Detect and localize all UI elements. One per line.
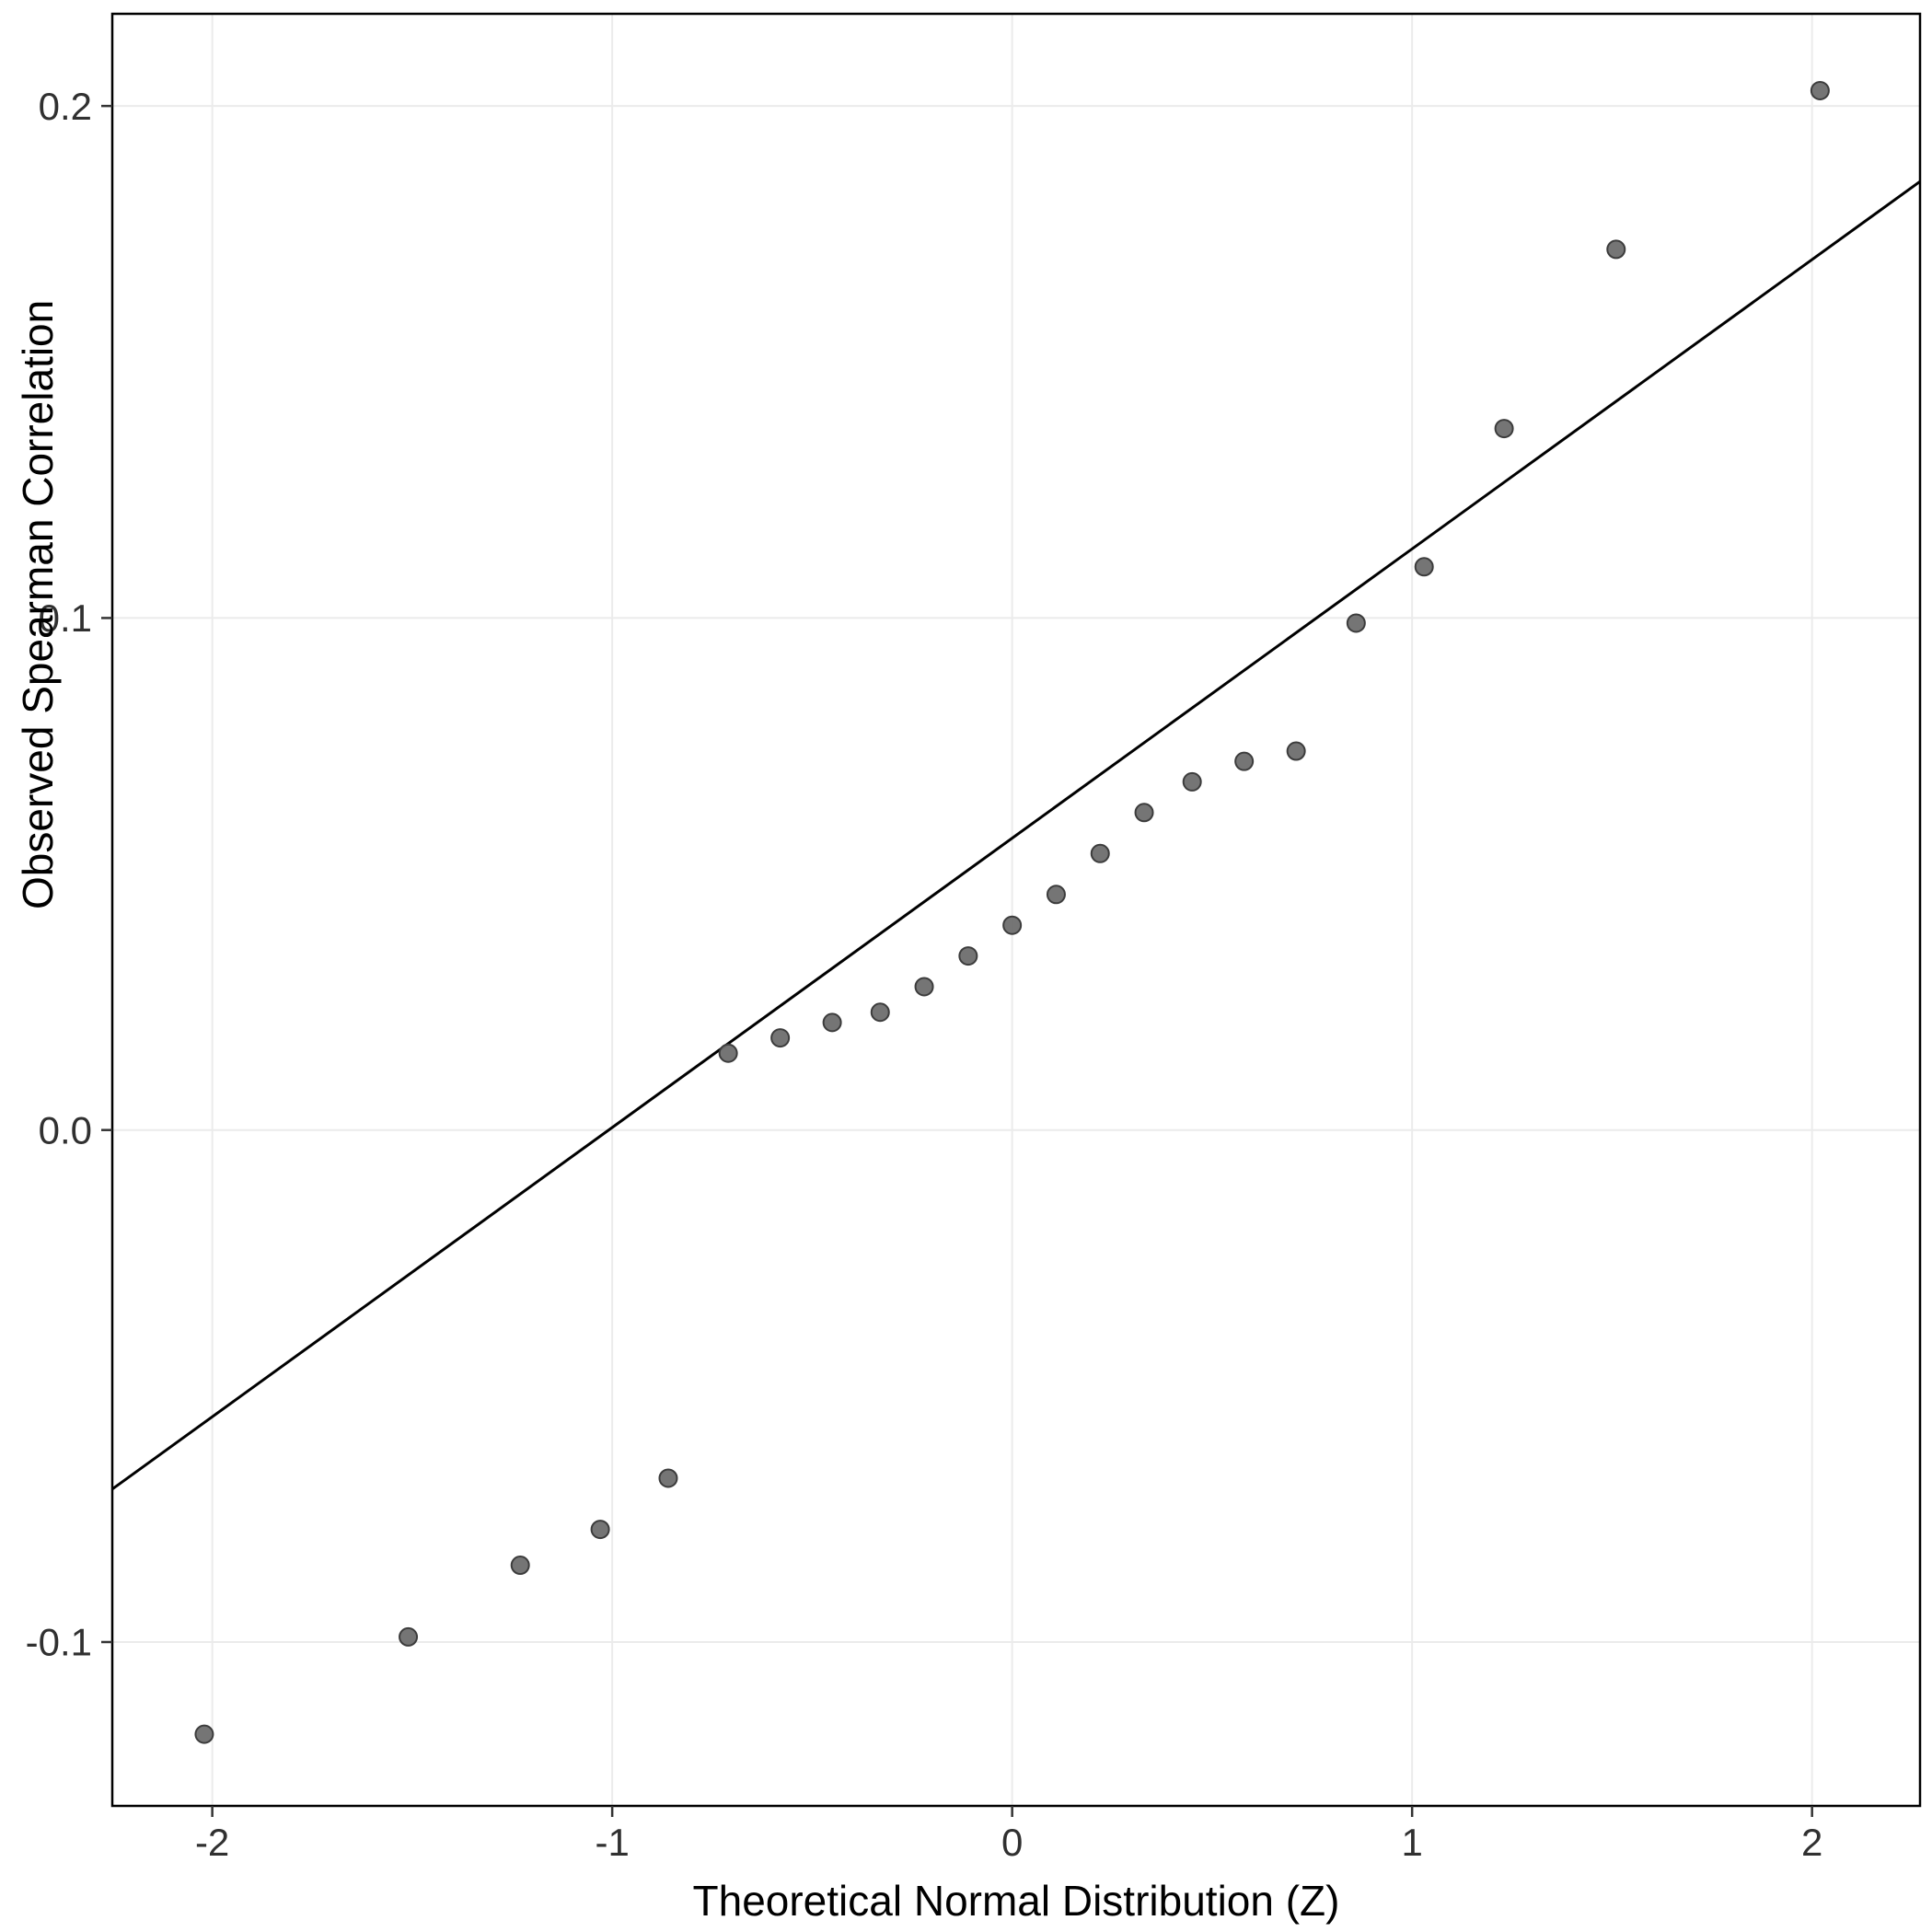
data-point [1046, 885, 1066, 905]
y-tick-label: 0.0 [39, 1108, 92, 1151]
data-point [1002, 915, 1023, 935]
data-point [958, 946, 978, 966]
data-point [590, 1520, 610, 1540]
data-point [1134, 803, 1154, 823]
x-tick-label: -2 [195, 1821, 229, 1864]
data-point [510, 1556, 530, 1576]
data-point [1182, 771, 1202, 792]
x-tick-label: 0 [1001, 1821, 1023, 1864]
x-axis-title: Theoretical Normal Distribution (Z) [692, 1877, 1340, 1925]
data-point [1606, 239, 1626, 260]
data-point [1810, 80, 1830, 100]
data-point [1414, 557, 1434, 577]
y-tick-label: 0.2 [39, 85, 92, 128]
panel-border [110, 12, 1922, 1808]
y-tick-label: 0.1 [39, 596, 92, 640]
data-point [770, 1028, 791, 1048]
data-point [194, 1724, 214, 1744]
data-point [1494, 419, 1514, 439]
data-point [870, 1002, 890, 1023]
x-tick-label: -1 [595, 1821, 629, 1864]
data-point [718, 1043, 738, 1063]
qq-reference-line [111, 179, 1921, 1491]
data-point [1286, 741, 1306, 761]
data-point [822, 1012, 842, 1033]
data-point [399, 1626, 419, 1647]
y-tick-label: -0.1 [26, 1621, 92, 1664]
data-point [1234, 751, 1255, 771]
data-point [914, 977, 934, 997]
x-tick-label: 1 [1401, 1821, 1422, 1864]
data-point [1346, 613, 1366, 633]
x-tick-label: 2 [1801, 1821, 1822, 1864]
data-point [658, 1468, 678, 1488]
plot-panel [112, 14, 1920, 1806]
data-point [1090, 843, 1110, 863]
